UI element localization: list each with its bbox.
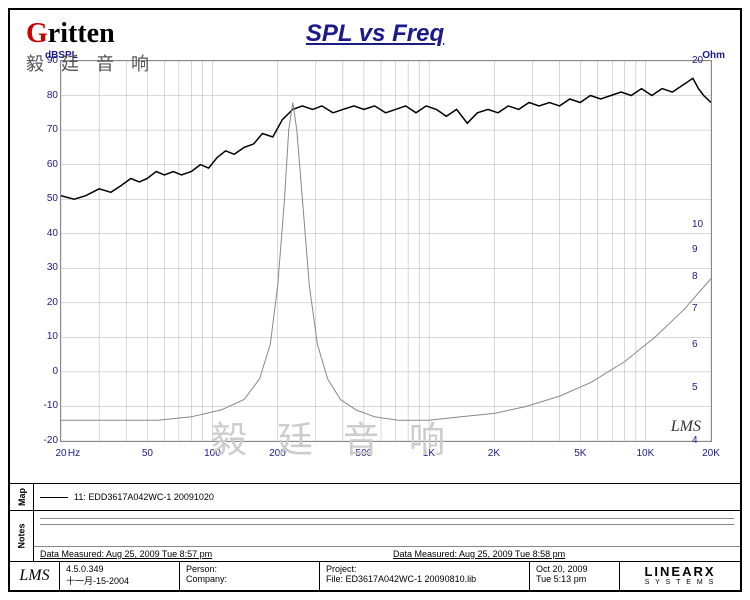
x-tick: 2K [488,448,500,459]
y-left-tick: 20 [38,297,58,308]
footer-panel: Map 11: EDD3617A042WC-1 20091020 Notes D… [10,483,740,590]
linearx-sub: S Y S T E M S [626,579,734,586]
company-label: Company: [186,574,313,584]
date2-text: Oct 20, 2009 [536,564,613,574]
x-tick: Hz [68,448,80,459]
y-left-tick: 40 [38,228,58,239]
project-label: Project: [326,564,523,574]
legend-text: 11: EDD3617A042WC-1 20091020 [74,492,214,502]
y-left-tick: -10 [38,400,58,411]
y-left-tick: 50 [38,193,58,204]
data-measured-1: Data Measured: Aug 25, 2009 Tue 8:57 pm [34,547,387,561]
y-right-tick: 7 [692,303,712,314]
time2-text: Tue 5:13 pm [536,574,613,584]
chart-title: SPL vs Freq [306,20,444,48]
chart-plot-area: 毅 廷 音 响 LMS 20Hz501002005001K2K5K10K20K [60,60,712,442]
notes-label: Notes [10,511,34,561]
y-right-tick: 8 [692,271,712,282]
map-label: Map [10,484,34,510]
y-right-tick: 5 [692,382,712,393]
y-left-tick: 0 [38,366,58,377]
date1-text: 十一月-15-2004 [66,574,173,587]
y-right-tick: 4 [692,435,712,446]
linearx-logo: LINEARX [626,564,734,579]
x-tick: 20 [55,448,66,459]
y-left-tick: 60 [38,159,58,170]
y-right-tick: 20 [692,55,712,66]
x-tick: 50 [142,448,153,459]
brand-logo: Gritten 毅 廷 音 响 [26,18,155,76]
file-label: File: ED3617A042WC-1 20090810.lib [326,574,523,584]
lms-corner-label: LMS [671,418,701,436]
watermark-text: 毅 廷 音 响 [211,411,455,463]
y-right-tick: 6 [692,339,712,350]
person-label: Person: [186,564,313,574]
y-left-tick: 80 [38,90,58,101]
main-frame: Gritten 毅 廷 音 响 SPL vs Freq dBSPL Ohm 毅 … [8,8,742,592]
y-left-tick: 30 [38,262,58,273]
legend-line-icon [40,497,68,498]
x-tick: 5K [574,448,586,459]
y-left-tick: 10 [38,331,58,342]
y-left-tick: -20 [38,435,58,446]
y-right-tick: 10 [692,219,712,230]
x-tick: 10K [636,448,654,459]
data-measured-2: Data Measured: Aug 25, 2009 Tue 8:58 pm [387,547,740,561]
y-right-tick: 9 [692,244,712,255]
x-tick: 20K [702,448,720,459]
y-left-tick: 70 [38,124,58,135]
version-text: 4.5.0.349 [66,564,173,574]
lms-footer-label: LMS [10,562,60,590]
